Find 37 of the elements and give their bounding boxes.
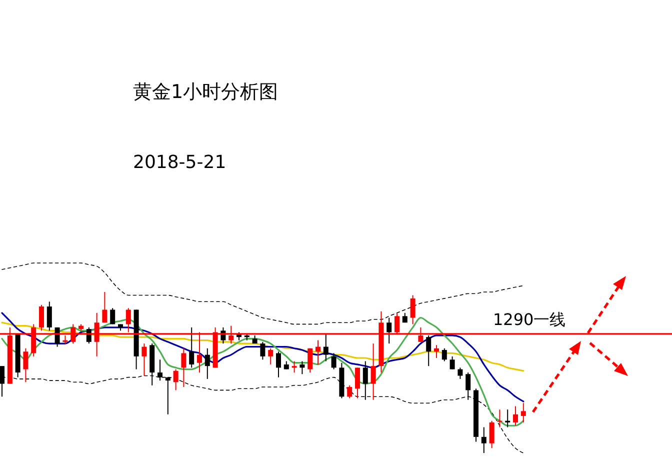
- candlestick: [39, 304, 44, 332]
- candlestick: [189, 326, 194, 368]
- candlestick: [450, 356, 455, 370]
- candlestick: [181, 348, 186, 388]
- candlestick: [102, 292, 108, 324]
- candlestick: [268, 348, 274, 365]
- candlestick: [260, 341, 266, 360]
- candlestick: [173, 368, 178, 391]
- candlestick: [142, 343, 147, 376]
- ref-line-label: 1290一线: [493, 310, 566, 329]
- candlestick: [481, 426, 486, 454]
- chart-subtitle: 2018-5-21: [133, 152, 226, 173]
- candlestick: [370, 343, 376, 400]
- candlestick: [292, 360, 297, 373]
- candlestick: [308, 348, 313, 373]
- candlestick: [434, 344, 439, 359]
- candlestick: [426, 334, 432, 367]
- candlestick: [458, 367, 463, 380]
- candlestick: [23, 348, 28, 383]
- candlestick: [442, 348, 447, 362]
- candlestick: [497, 409, 502, 428]
- candlestick: [520, 402, 526, 423]
- candlestick: [276, 351, 281, 378]
- chart-title: 黄金1小时分析图: [133, 81, 278, 103]
- candlestick: [110, 308, 116, 325]
- candlestick: [323, 333, 328, 362]
- candlestick: [300, 360, 305, 375]
- candlestick: [347, 384, 352, 399]
- candlestick: [331, 352, 336, 370]
- candlestick: [316, 340, 320, 365]
- candlestick: [204, 348, 210, 380]
- candlestick: [410, 294, 416, 325]
- candlestick: [355, 367, 360, 399]
- candlestick: [513, 406, 518, 426]
- candlestick: [489, 420, 494, 449]
- candlestick: [505, 409, 510, 428]
- candlestick: [46, 301, 52, 332]
